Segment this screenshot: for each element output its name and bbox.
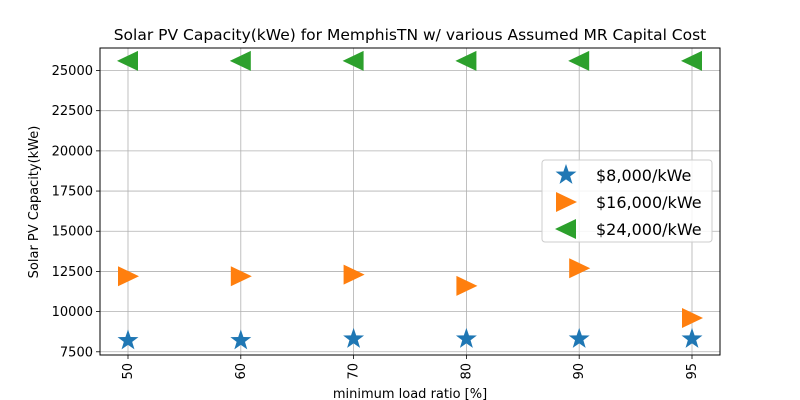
y-tick-label: 22500 (52, 104, 93, 119)
data-point (118, 266, 139, 287)
data-point (343, 327, 365, 348)
x-tick-label: 90 (572, 363, 587, 380)
data-point (455, 50, 477, 71)
series-2 (118, 258, 703, 329)
legend-marker (555, 164, 577, 184)
data-point (455, 327, 477, 348)
legend-entry: $16,000/kWe (596, 193, 702, 212)
data-point (681, 327, 703, 348)
x-tick-label: 95 (685, 363, 700, 380)
x-tick-label: 60 (234, 363, 249, 380)
y-axis-label: Solar PV Capacity(kWe) (27, 126, 42, 279)
data-point (229, 50, 251, 71)
legend-entry: $8,000/kWe (596, 166, 691, 185)
legend-marker (556, 192, 577, 212)
series-3 (117, 50, 702, 71)
data-point (117, 329, 139, 350)
data-point (343, 264, 365, 285)
data-point (456, 275, 478, 296)
y-tick-label: 12500 (52, 265, 93, 280)
data-point (568, 50, 590, 71)
legend-entry: $24,000/kWe (596, 220, 702, 239)
y-tick-label: 25000 (52, 64, 93, 79)
series-1 (117, 327, 703, 350)
legend-marker (555, 219, 576, 239)
data-point (342, 50, 364, 71)
data-point (681, 50, 702, 71)
data-point (230, 329, 252, 350)
data-point (568, 327, 590, 348)
y-tick-label: 7500 (60, 345, 93, 360)
axis-ticks: 50 60 70 80 90 95 7500 10000 12500 15000 17500 2000… (52, 64, 700, 380)
data-point (682, 308, 703, 329)
data-point (117, 50, 138, 71)
x-tick-label: 50 (121, 363, 136, 380)
x-tick-label: 70 (347, 363, 362, 380)
data-marks (117, 50, 703, 350)
legend: $8,000/kWe $16,000/kWe $24,000/kWe (541, 159, 713, 243)
y-tick-label: 10000 (52, 305, 93, 320)
x-axis-label: minimum load ratio [%] (333, 387, 487, 400)
plot-area-frame (99, 47, 721, 356)
y-tick-label: 15000 (52, 225, 93, 240)
data-point (230, 266, 252, 287)
legend-box (541, 159, 713, 243)
y-tick-label: 20000 (52, 144, 93, 159)
chart-title: Solar PV Capacity(kWe) for MemphisTN w/ … (114, 26, 707, 44)
data-point (569, 258, 591, 279)
x-tick-label: 80 (459, 363, 474, 380)
y-tick-label: 17500 (52, 185, 93, 200)
